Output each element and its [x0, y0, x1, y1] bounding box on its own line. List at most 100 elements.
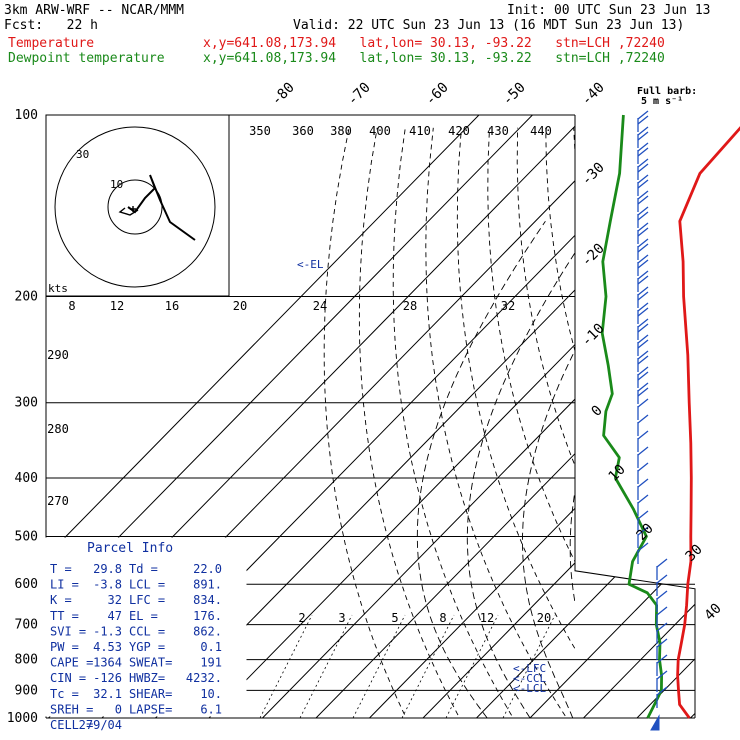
theta-left-label: 280 — [47, 422, 69, 436]
moist-adiabat-line — [522, 349, 575, 718]
temperature-tick-label: -30 — [579, 160, 608, 189]
wind-barb-flag — [637, 227, 649, 237]
wind-barb-flag — [656, 574, 668, 584]
wind-barb-flag — [637, 126, 649, 136]
theta-label: 440 — [530, 124, 552, 138]
parcel-info-label: Tc = — [50, 687, 79, 701]
parcel-info-label: SVI = — [50, 624, 86, 638]
pressure-tick-label: 900 — [15, 683, 38, 698]
wind-barb-flag — [637, 446, 649, 456]
dry-adiabat-line — [658, 128, 740, 731]
wind-barb-flag — [637, 211, 649, 221]
isotherm-line — [422, 115, 695, 718]
wind-barb-flag — [637, 462, 649, 472]
parcel-info-value: -3.8 — [93, 578, 122, 592]
moist-adiabat-line — [416, 220, 546, 718]
parcel-info-value: 0 — [115, 702, 122, 716]
wind-barb-flag — [637, 190, 649, 200]
parcel-info-box — [45, 537, 247, 717]
hodograph-ring-inner — [107, 179, 163, 235]
parcel-info-value: 6.1 — [200, 702, 222, 716]
dry-adiabat-line — [602, 128, 740, 731]
pressure-tick-label: 1000 — [7, 711, 38, 726]
theta-label: 430 — [487, 124, 509, 138]
pressure-tick-label: 200 — [15, 290, 38, 305]
wind-barb-flag — [637, 371, 649, 381]
temperature-legend-label: Temperature — [8, 36, 95, 51]
parcel-info-value: 0.1 — [200, 640, 222, 654]
theta-label: 380 — [330, 124, 352, 138]
mixing-ratio-label: 12 — [480, 611, 494, 625]
parcel-info-value: 29.8 — [93, 562, 122, 576]
speed-scale-label: 28 — [403, 299, 417, 313]
wind-barb-flag — [637, 142, 649, 152]
parcel-info-label: CELL = — [50, 718, 93, 732]
right-frame — [574, 115, 696, 718]
hodograph-ring-label: 30 — [76, 148, 89, 161]
moist-adiabat-line — [701, 221, 740, 718]
mixing-ratio-line — [502, 614, 556, 719]
mixing-ratio-line — [352, 614, 406, 719]
wind-barb-flag — [637, 147, 649, 157]
isotherm-line — [262, 115, 695, 718]
pressure-tick-label: 600 — [15, 577, 38, 592]
moist-adiabat-line — [569, 488, 575, 605]
speed-scale-label: 16 — [165, 299, 179, 313]
parcel-info-title: Parcel Info — [87, 541, 173, 556]
parcel-info-value: -126 — [93, 671, 122, 685]
parcel-info-value: 32 — [108, 593, 122, 607]
parcel-info-label: T = — [50, 562, 72, 576]
dewpoint-legend-label: Dewpoint temperature — [8, 51, 165, 66]
wind-barb-flag — [637, 195, 649, 205]
isotherm-line — [690, 115, 695, 718]
parcel-info-value: 4232. — [186, 671, 222, 685]
parcel-info-label: HWBZ= — [129, 671, 165, 685]
mixing-ratio-line — [299, 614, 353, 719]
speed-scale-label: 12 — [110, 299, 124, 313]
wind-barb-flag — [637, 430, 649, 440]
theta-label: 420 — [448, 124, 470, 138]
parcel-info-label: SREH = — [50, 702, 93, 716]
isotherm-line — [208, 115, 695, 718]
mixing-ratio-label: 3 — [338, 611, 345, 625]
wind-barb-flag — [637, 355, 649, 365]
wind-barb-flag — [637, 222, 649, 232]
isotherm-line — [476, 115, 695, 718]
wind-barb-flag — [637, 414, 649, 424]
wind-barb-flag — [637, 259, 649, 269]
wind-barb-flag — [637, 286, 649, 296]
parcel-info-value: 191 — [200, 656, 222, 670]
parcel-info-value: 279/04 — [79, 718, 122, 732]
model-title: 3km ARW-WRF -- NCAR/MMM — [4, 3, 185, 18]
wind-barb-flag — [637, 254, 649, 264]
dry-adiabat-line — [714, 128, 740, 731]
parcel-info-label: LAPSE= — [129, 702, 172, 716]
parcel-info-value: 176. — [193, 609, 222, 623]
temperature-tick-label: 30 — [683, 542, 706, 565]
isotherm-line — [529, 115, 695, 718]
parcel-info-label: TT = — [50, 609, 79, 623]
mixing-ratio-label: 8 — [439, 611, 446, 625]
parcel-info-label: LCL = — [129, 578, 165, 592]
lcl-annotation: <-LCL — [513, 682, 546, 695]
wind-barb-flag — [637, 323, 649, 333]
parcel-info-value: -1.3 — [93, 624, 122, 638]
hodograph-ring-outer — [54, 126, 216, 288]
dry-adiabat-line — [323, 127, 407, 718]
speed-scale-label: 32 — [501, 299, 515, 313]
wind-barb-flag — [656, 654, 668, 664]
wind-barb-flag — [637, 115, 649, 125]
parcel-info-label: SHEAR= — [129, 687, 172, 701]
full-barb-value: 5 m s⁻¹ — [641, 96, 683, 107]
parcel-info-value: 10. — [200, 687, 222, 701]
mixing-ratio-label: 2 — [298, 611, 305, 625]
wind-barb-flag — [637, 366, 649, 376]
temperature-tick-label: -60 — [423, 80, 452, 109]
theta-label: 360 — [292, 124, 314, 138]
mixing-ratio-line — [445, 614, 499, 719]
wind-barb-flag — [637, 179, 649, 189]
dry-adiabat-line — [686, 128, 740, 731]
full-barb-label: Full barb: — [637, 86, 697, 97]
wind-barb-flag — [637, 526, 649, 536]
